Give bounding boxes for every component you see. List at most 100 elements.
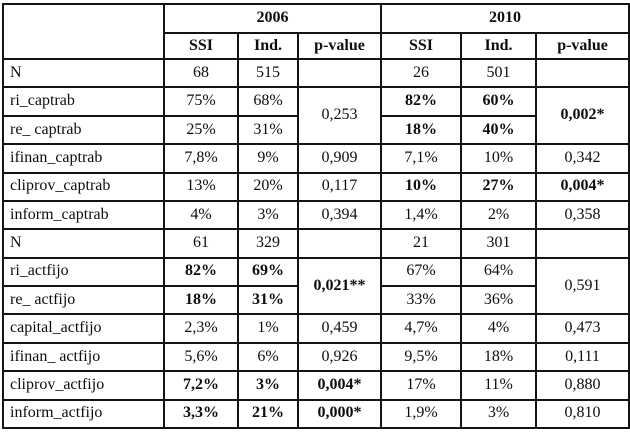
value-cell-ind-2010: 10% — [460, 143, 538, 174]
value-cell-ind-2006: 329 — [237, 228, 299, 259]
value-cell-p-2006: 0,021** — [296, 256, 383, 316]
value-cell-ssi-2010: 67% — [380, 256, 463, 288]
value-cell-ssi-2006: 4% — [163, 199, 239, 231]
value-cell-ind-2010: 501 — [460, 57, 538, 89]
row-label-cell: ri_captrab — [2, 86, 165, 117]
table-row: cliprov_captrab 13% 20% 0,117 10% 27% 0,004* — [2, 171, 630, 202]
year-header-2006: 2006 — [162, 3, 383, 34]
value-cell-ind-2010: 18% — [460, 341, 538, 373]
value-cell-ssi-2010: 18% — [380, 114, 463, 146]
row-label-cell: N — [2, 57, 165, 89]
table-row: ifinan_ actfijo 5,6% 6% 0,926 9,5% 18% 0,111 — [2, 341, 630, 373]
value-cell-ssi-2010: 4,7% — [380, 313, 463, 344]
value-cell-ind-2006: 68% — [237, 86, 299, 117]
value-cell-ind-2006: 31% — [237, 284, 299, 316]
row-label-cell: re_ actfijo — [2, 284, 165, 316]
row-label-cell: ifinan_ actfijo — [2, 341, 165, 373]
value-cell-ssi-2006: 7,2% — [163, 370, 239, 401]
value-cell-ind-2010: 40% — [460, 114, 538, 146]
row-label-cell: inform_actfijo — [2, 398, 165, 429]
value-cell-p-2006 — [296, 57, 383, 89]
value-cell-ssi-2010: 9,5% — [380, 341, 463, 373]
row-label-cell: inform_captrab — [2, 199, 165, 231]
table-row: ri_captrab 75% 68% 0,253 82% 60% 0,002* — [2, 86, 630, 146]
table-row: capital_actfijo 2,3% 1% 0,459 4,7% 4% 0,473 — [2, 313, 630, 344]
row-label-cell: capital_actfijo — [2, 313, 165, 344]
value-cell-p-2010 — [535, 57, 630, 89]
value-cell-p-2006: 0,117 — [296, 171, 383, 202]
value-cell-p-2010: 0,111 — [535, 341, 630, 373]
value-cell-p-2010: 0,880 — [535, 370, 630, 401]
value-cell-ssi-2010: 10% — [380, 171, 463, 202]
table-body: N 68 515 26 501 ri_captrab 75% 68% 0,253 82% 60% 0,… — [2, 57, 630, 429]
value-cell-ssi-2006: 75% — [163, 86, 239, 117]
value-cell-ssi-2006: 3,3% — [163, 398, 239, 429]
year-header-2010: 2010 — [380, 3, 630, 34]
value-cell-ssi-2010: 17% — [380, 370, 463, 401]
value-cell-p-2006: 0,000* — [296, 398, 383, 429]
value-cell-ind-2006: 69% — [237, 256, 299, 288]
value-cell-ssi-2006: 68 — [163, 57, 239, 89]
row-label-cell: re_ captrab — [2, 114, 165, 146]
table-row: N 68 515 26 501 — [2, 57, 630, 89]
row-label-cell: N — [2, 228, 165, 259]
col-header-ssi-2010: SSI — [380, 32, 463, 60]
value-cell-ind-2006: 6% — [237, 341, 299, 373]
value-cell-ssi-2010: 82% — [380, 86, 463, 117]
value-cell-p-2010: 0,358 — [535, 199, 630, 231]
value-cell-ind-2006: 21% — [237, 398, 299, 429]
table-header: 2006 2010 SSI Ind. p-value SSI Ind. p-va… — [2, 3, 630, 60]
value-cell-ssi-2006: 5,6% — [163, 341, 239, 373]
value-cell-ind-2010: 27% — [460, 171, 538, 202]
value-cell-ind-2006: 515 — [237, 57, 299, 89]
value-cell-ind-2010: 60% — [460, 86, 538, 117]
row-label-cell: ifinan_captrab — [2, 143, 165, 174]
value-cell-ind-2010: 3% — [460, 398, 538, 429]
year-header-row: 2006 2010 — [2, 3, 630, 60]
value-cell-ssi-2006: 25% — [163, 114, 239, 146]
value-cell-ind-2006: 9% — [237, 143, 299, 174]
table-row: re_ actfijo 18% 31% 33% 36% — [2, 284, 629, 316]
value-cell-ssi-2010: 33% — [380, 284, 463, 316]
col-header-ssi-2006: SSI — [163, 32, 239, 60]
value-cell-p-2006: 0,459 — [296, 313, 383, 344]
value-cell-ind-2010: 301 — [460, 228, 538, 259]
value-cell-p-2010: 0,810 — [535, 398, 630, 429]
value-cell-ssi-2006: 61 — [163, 228, 239, 259]
value-cell-p-2010 — [535, 228, 630, 259]
value-cell-ind-2006: 3% — [237, 370, 299, 401]
value-cell-ssi-2010: 21 — [380, 228, 463, 259]
row-label-cell: cliprov_actfijo — [2, 370, 165, 401]
value-cell-p-2010: 0,473 — [535, 313, 630, 344]
col-header-pvalue-2006: p-value — [296, 32, 383, 60]
value-cell-ssi-2006: 13% — [163, 171, 239, 202]
value-cell-p-2006: 0,004* — [296, 370, 383, 401]
value-cell-ssi-2006: 2,3% — [163, 313, 239, 344]
value-cell-p-2006: 0,253 — [296, 86, 383, 146]
value-cell-ssi-2006: 7,8% — [163, 143, 239, 174]
value-cell-p-2010: 0,004* — [535, 171, 630, 202]
value-cell-ind-2010: 64% — [460, 256, 538, 288]
value-cell-ind-2010: 11% — [460, 370, 538, 401]
value-cell-p-2010: 0,342 — [535, 143, 630, 174]
row-label-cell: cliprov_captrab — [2, 171, 165, 202]
value-cell-ssi-2010: 26 — [380, 57, 463, 89]
value-cell-p-2010: 0,591 — [535, 256, 630, 316]
value-cell-p-2006: 0,926 — [296, 341, 383, 373]
subheader-row: SSI Ind. p-value SSI Ind. p-value — [3, 32, 630, 60]
value-cell-ind-2006: 20% — [237, 171, 299, 202]
table-row: re_ captrab 25% 31% 18% 40% — [2, 114, 629, 146]
col-header-ind-2010: Ind. — [460, 32, 538, 60]
value-cell-p-2006: 0,909 — [296, 143, 383, 174]
value-cell-ind-2010: 36% — [460, 284, 538, 316]
value-cell-ssi-2010: 1,9% — [380, 398, 463, 429]
table-row: cliprov_actfijo 7,2% 3% 0,004* 17% 11% 0,880 — [2, 370, 630, 401]
value-cell-ssi-2006: 82% — [163, 256, 239, 288]
value-cell-ssi-2010: 7,1% — [380, 143, 463, 174]
value-cell-ssi-2006: 18% — [163, 284, 239, 316]
table-row: inform_captrab 4% 3% 0,394 1,4% 2% 0,358 — [2, 199, 630, 231]
table-row: inform_actfijo 3,3% 21% 0,000* 1,9% 3% 0,810 — [2, 398, 630, 429]
value-cell-ssi-2010: 1,4% — [380, 199, 463, 231]
corner-cell — [2, 3, 165, 60]
